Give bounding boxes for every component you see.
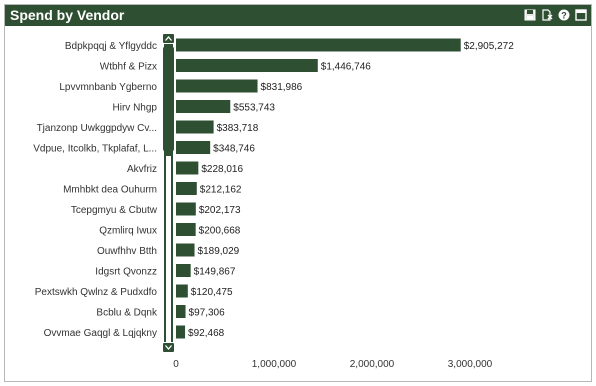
bar[interactable] — [176, 141, 211, 154]
scrollbar-thumb[interactable] — [163, 46, 174, 152]
data-label: $200,668 — [199, 226, 241, 237]
bar[interactable] — [176, 120, 214, 134]
chevron-up-icon — [165, 36, 172, 41]
data-label: $189,029 — [198, 246, 240, 257]
bar[interactable] — [176, 243, 195, 257]
x-tick-label: 1,000,000 — [252, 359, 297, 370]
title-bar: Spend by Vendor ? — [5, 5, 591, 26]
data-label: $2,905,272 — [464, 41, 514, 52]
bar[interactable] — [176, 100, 231, 113]
bar[interactable] — [176, 305, 186, 318]
bar[interactable] — [176, 223, 196, 236]
category-label: Tcepgmyu & Cbutw — [71, 205, 158, 216]
bar[interactable] — [176, 182, 197, 195]
data-label: $149,867 — [194, 267, 236, 278]
svg-text:?: ? — [561, 10, 567, 20]
data-label: $1,446,746 — [321, 62, 371, 73]
category-label: Bdpkpqqj & Yflgyddc — [65, 41, 157, 52]
bar[interactable] — [176, 79, 258, 93]
bar[interactable] — [176, 325, 186, 339]
chart-title: Spend by Vendor — [10, 7, 125, 23]
bar[interactable] — [176, 284, 188, 298]
category-label: Ovvmae Gaqgl & Lqjqkny — [44, 328, 157, 339]
data-label: $97,306 — [189, 308, 226, 319]
category-label: Lpvvmnbanb Ygberno — [59, 82, 157, 93]
category-label: Ouwfhhv Btth — [97, 246, 157, 257]
category-label: Pextswkh Qwlnz & Pudxdfo — [35, 287, 158, 298]
category-label: Idgsrt Qvonzz — [95, 267, 157, 278]
data-label: $212,162 — [200, 185, 242, 196]
category-label: Wtbhf & Pizx — [100, 62, 157, 73]
maximize-icon[interactable] — [574, 8, 587, 21]
scroll-down-button[interactable] — [162, 342, 175, 353]
data-label: $553,743 — [233, 103, 275, 114]
data-label: $120,475 — [191, 287, 233, 298]
bar[interactable] — [176, 38, 461, 52]
data-label: $228,016 — [201, 164, 243, 175]
data-label: $831,986 — [261, 82, 303, 93]
category-label: Vdpue, Itcolkb, Tkplafaf, L... — [33, 144, 157, 155]
category-label: Mmhbkt dea Ouhurm — [63, 185, 157, 196]
data-label: $202,173 — [199, 205, 241, 216]
bar[interactable] — [176, 202, 196, 216]
clear-selection-icon[interactable] — [540, 8, 553, 21]
data-label: $348,746 — [213, 144, 255, 155]
title-bar-toolbar: ? — [523, 8, 587, 21]
category-label: Hirv Nhgp — [113, 103, 158, 114]
data-label: $92,468 — [188, 328, 225, 339]
save-icon[interactable] — [523, 8, 536, 21]
x-tick-label: 3,000,000 — [448, 359, 493, 370]
data-label: $383,718 — [217, 123, 259, 134]
category-label: Tjanzonp Uwkggpdyw Cv... — [37, 123, 157, 134]
category-label: Qzmlirq Iwux — [99, 226, 157, 237]
bar[interactable] — [176, 264, 191, 277]
x-tick-label: 2,000,000 — [350, 359, 395, 370]
bar[interactable] — [176, 161, 199, 175]
bar[interactable] — [176, 59, 318, 72]
x-tick-label: 0 — [173, 359, 179, 370]
scroll-up-button[interactable] — [162, 33, 175, 44]
category-label: Bcblu & Dqnk — [96, 308, 158, 319]
chevron-down-icon — [165, 345, 172, 350]
category-label: Akvfriz — [127, 164, 157, 175]
scrollbar-remaining-track — [166, 156, 171, 342]
help-icon[interactable]: ? — [557, 8, 570, 21]
